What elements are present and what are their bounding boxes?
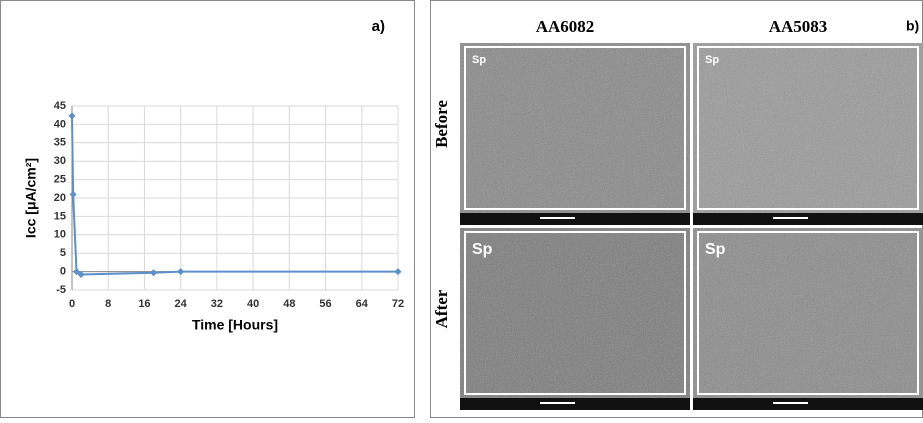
y-tick-label: 35 (54, 137, 66, 149)
y-tick-label: 40 (54, 118, 66, 130)
data-point (150, 269, 157, 277)
data-point (177, 268, 185, 276)
data-point (68, 112, 76, 120)
region-frame (697, 231, 919, 395)
x-tick-label: 32 (211, 298, 223, 310)
y-tick-label: -5 (56, 284, 66, 296)
data-point (73, 268, 81, 276)
row-label: Before (432, 100, 451, 148)
x-tick-label: 24 (175, 298, 188, 310)
region-label: Sp (472, 241, 493, 258)
x-tick-label: 0 (69, 298, 75, 310)
region-frame (464, 46, 686, 210)
y-tick-label: 30 (54, 155, 66, 167)
data-point (69, 190, 77, 198)
panel-label: a) (372, 18, 385, 35)
panel-label: b) (906, 18, 919, 34)
region-label: Sp (705, 241, 726, 258)
y-axis-label: Icc [μA/cm²] (23, 158, 39, 238)
x-tick-label: 8 (105, 298, 111, 310)
region-frame (464, 231, 686, 395)
column-label: AA6082 (536, 17, 595, 36)
y-tick-label: 0 (60, 266, 66, 278)
sem-texture (693, 43, 923, 213)
x-axis-label: Time [Hours] (192, 317, 278, 333)
row-label: After (432, 289, 451, 328)
x-tick-label: 56 (319, 298, 331, 310)
sem-texture (460, 228, 690, 398)
region-frame (697, 46, 919, 210)
x-tick-label: 16 (138, 298, 150, 310)
y-tick-label: 25 (54, 174, 66, 186)
panel-a-frame (0, 0, 415, 418)
sem-texture (460, 43, 690, 213)
y-tick-label: 45 (54, 100, 66, 112)
y-tick-label: 20 (54, 192, 66, 204)
sem-texture (693, 228, 923, 398)
data-point (77, 271, 85, 279)
y-tick-label: 10 (54, 229, 66, 241)
y-tick-label: 5 (60, 247, 66, 259)
column-label: AA5083 (769, 17, 828, 36)
region-label: Sp (472, 54, 486, 66)
data-point (394, 268, 402, 276)
y-tick-label: 15 (54, 210, 66, 222)
x-tick-label: 48 (283, 298, 295, 310)
region-label: Sp (705, 54, 719, 66)
x-tick-label: 72 (392, 298, 404, 310)
x-tick-label: 40 (247, 298, 259, 310)
x-tick-label: 64 (356, 298, 369, 310)
